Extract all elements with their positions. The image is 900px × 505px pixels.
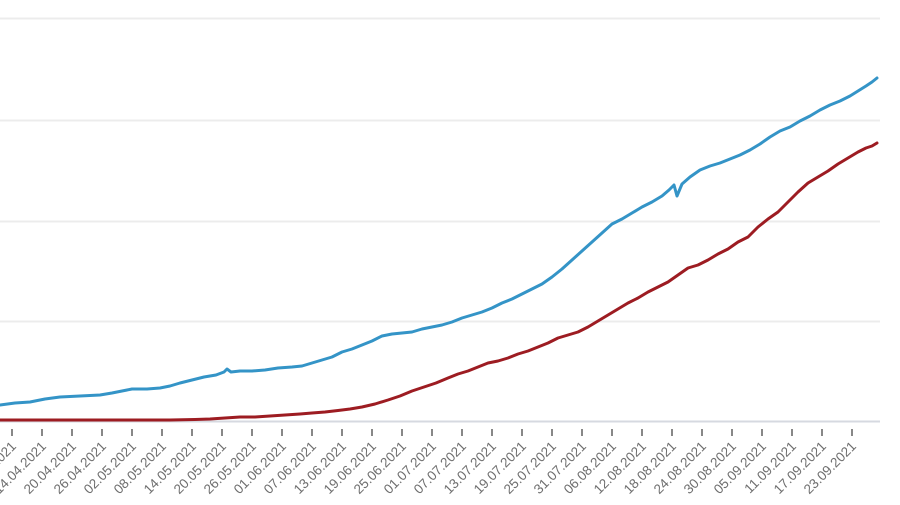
series-blue-line <box>0 76 879 407</box>
horizontal-gridlines <box>0 17 880 323</box>
series-red-line <box>0 141 879 422</box>
x-axis-ticks <box>11 429 853 436</box>
x-axis-labels: 08.04.202114.04.202120.04.202126.04.2021… <box>0 439 859 497</box>
